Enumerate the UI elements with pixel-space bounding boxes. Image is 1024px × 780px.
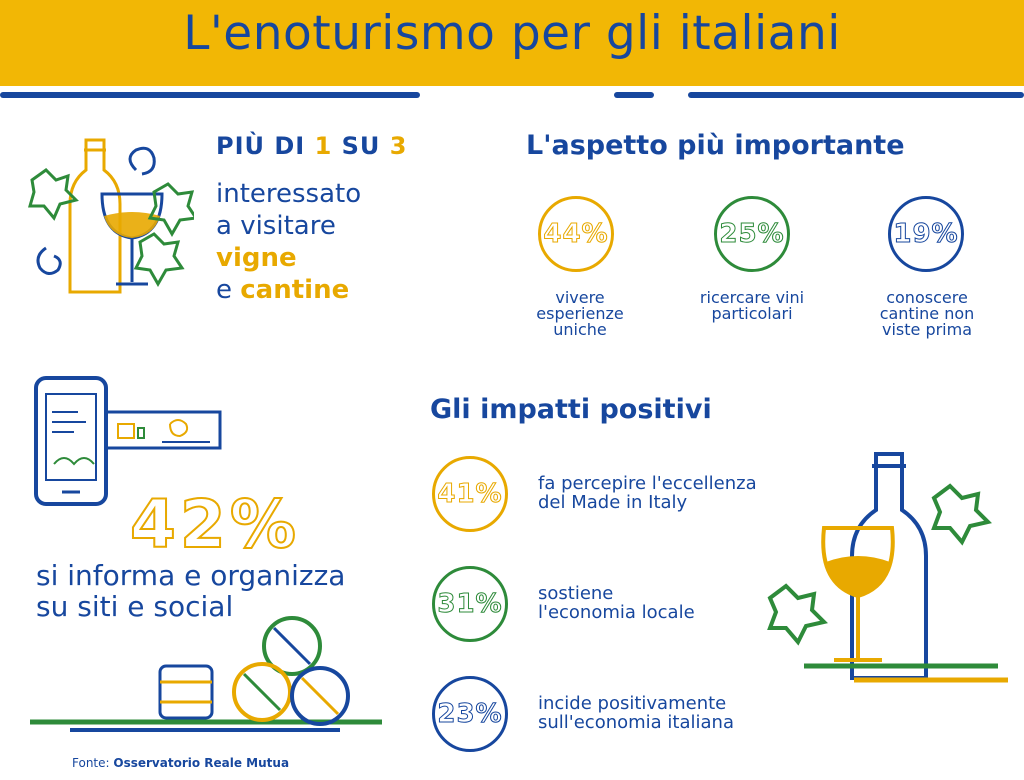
online-line-2: su siti e social [36,590,234,623]
aspetto-caption-1: vivere esperienze uniche [536,288,624,339]
aspetto-circle-1: 44% [538,196,614,272]
page-title: L'enoturismo per gli italiani [183,6,841,61]
impatti-value-1: 41% [437,479,503,510]
stat-ratio-description: interessato a visitare vigne e cantine [216,178,361,306]
aspetto-title: L'aspetto più importante [526,130,905,161]
barrels-icon [30,616,382,732]
stat-ratio-prefix-1: PIÙ DI [216,132,315,160]
aspetto-value-3: 19% [893,219,959,250]
online-line-1: si informa e organizza [36,559,346,592]
aspetto-circle-3: 19% [888,196,964,272]
stat-line-3: vigne [216,243,297,273]
header-divider-left [0,92,420,98]
stat-ratio-num-2: 3 [389,132,408,160]
impatti-value-2: 31% [437,589,503,620]
online-percentage: 42% [129,485,300,564]
wine-bottle-glass-icon [28,138,194,294]
source-name: Osservatorio Reale Mutua [113,756,290,770]
aspetto-value-1: 44% [543,219,609,250]
aspetto-caption-2: ricercare vini particolari [699,288,805,323]
source-label: Fonte: [72,756,114,770]
aspetto-value-2: 25% [719,219,785,250]
stat-ratio-num-1: 1 [314,132,333,160]
wine-bottle-leaves-icon [767,452,1008,683]
impatti-circle-3: 23% [432,676,508,752]
stat-line-1: interessato [216,179,362,209]
impatti-desc-3-line-1: incide positivamente [538,693,727,714]
impatti-desc-2-line-1: sostiene [538,583,614,604]
source-note: Fonte: Osservatorio Reale Mutua [72,756,289,770]
impatti-circle-2: 31% [432,566,508,642]
online-description: si informa e organizza su siti e social [36,560,345,622]
stat-line-4: e cantine [216,274,361,306]
title-banner: L'enoturismo per gli italiani [0,0,1024,86]
impatti-desc-3-line-2: sull'economia italiana [538,712,734,733]
stat-ratio-prefix-2: SU [332,132,390,160]
impatti-desc-1: fa percepire l'eccellenza del Made in It… [538,474,757,512]
stat-line-4-b: cantine [240,275,350,305]
impatti-desc-1-line-2: del Made in Italy [538,492,688,513]
impatti-title: Gli impatti positivi [430,394,712,425]
impatti-value-3: 23% [437,699,503,730]
aspetto-caption-3: conoscere cantine non viste prima [879,288,975,339]
header-divider-mid [614,92,654,98]
impatti-circle-1: 41% [432,456,508,532]
stat-line-4-a: e [216,275,241,305]
smartphone-icon [34,376,222,506]
stat-line-2: a visitare [216,211,336,241]
stat-ratio: PIÙ DI 1 SU 3 [216,132,407,160]
header-divider-right [688,92,1024,98]
impatti-desc-2-line-2: l'economia locale [538,602,695,623]
aspetto-circle-2: 25% [714,196,790,272]
impatti-desc-3: incide positivamente sull'economia itali… [538,694,734,732]
impatti-desc-1-line-1: fa percepire l'eccellenza [538,473,757,494]
impatti-desc-2: sostiene l'economia locale [538,584,695,622]
